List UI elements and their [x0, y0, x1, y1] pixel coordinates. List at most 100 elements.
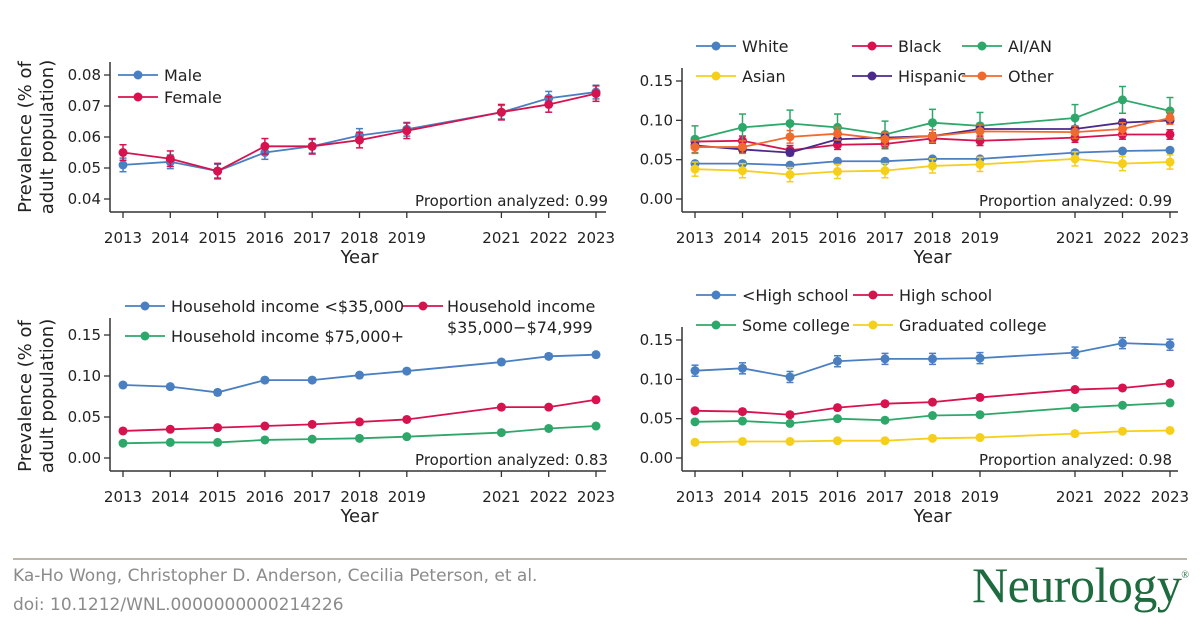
data-point: [1165, 145, 1175, 155]
proportion-analyzed-note: Proportion analyzed: 0.98: [979, 451, 1172, 469]
series-line: [122, 353, 597, 394]
chart-panel-4: 0.00 0.05 0.10 0.15 2013 2014 2015 2016 2017 2018…: [640, 286, 1190, 527]
legend-label: High school: [899, 286, 992, 305]
legend-label: Household income <$35,000: [171, 297, 404, 316]
data-point: [785, 410, 795, 420]
legend-marker: [977, 71, 987, 81]
data-point: [1118, 400, 1127, 410]
series-household-income-35-000-74-999: [118, 395, 601, 436]
x-tick-label: 2018: [340, 229, 378, 247]
data-point: [260, 375, 270, 385]
series-line: [694, 342, 1171, 378]
legend-label: Other: [1008, 67, 1054, 86]
data-point: [690, 417, 700, 427]
data-point: [355, 433, 364, 443]
data-point: [1165, 340, 1175, 350]
data-point: [928, 118, 937, 128]
series-line: [695, 117, 1171, 148]
legend-label: White: [742, 37, 789, 56]
data-point: [1070, 154, 1080, 164]
data-point: [118, 426, 128, 436]
series-line: [695, 149, 1171, 167]
data-point: [833, 129, 842, 139]
legend-marker: [711, 320, 721, 330]
data-point: [785, 170, 795, 180]
data-point: [165, 154, 175, 164]
legend-label: AI/AN: [1008, 37, 1052, 56]
legend-item: White: [696, 37, 789, 56]
data-point: [496, 402, 506, 412]
neurology-logo: Neurology®: [972, 556, 1189, 614]
data-point: [165, 424, 175, 434]
data-point: [1070, 403, 1080, 413]
data-point: [1118, 383, 1127, 393]
data-point: [165, 437, 175, 447]
x-tick-label: 2016: [818, 488, 856, 506]
series-line: [122, 398, 597, 432]
data-point: [880, 399, 890, 409]
data-point: [1165, 378, 1175, 388]
data-point: [496, 107, 506, 117]
legend-item: AI/AN: [962, 37, 1052, 56]
legend-label: Some college: [742, 316, 850, 335]
data-point: [544, 351, 554, 361]
data-point: [1118, 159, 1127, 169]
data-point: [928, 161, 937, 171]
y-tick-label: 0.06: [68, 128, 101, 146]
data-point: [118, 438, 128, 448]
series-line: [694, 382, 1171, 416]
data-point: [880, 415, 890, 425]
x-tick-label: 2021: [482, 229, 520, 247]
chart-panel-3: 0.00 0.05 0.10 0.15 2013 2014 2015 2016 2017 2018…: [15, 297, 615, 527]
legend-marker: [711, 41, 721, 51]
data-point: [975, 159, 985, 169]
legend-label: Black: [898, 37, 942, 56]
data-point: [928, 411, 937, 421]
legend-label: Household income $75,000+: [171, 327, 404, 346]
legend-item: Hispanic: [852, 67, 966, 86]
x-tick-label: 2018: [913, 229, 951, 247]
x-tick-label: 2023: [1151, 488, 1189, 506]
x-tick-label: 2021: [1056, 229, 1094, 247]
data-point: [1118, 124, 1127, 134]
data-point: [1070, 429, 1080, 439]
series-other: [690, 110, 1175, 155]
data-point: [690, 164, 700, 174]
y-tick-label: 0.15: [640, 72, 673, 90]
x-tick-label: 2013: [676, 229, 714, 247]
data-point: [928, 131, 937, 141]
x-tick-label: 2017: [866, 488, 904, 506]
data-point: [738, 363, 747, 373]
data-point: [1118, 95, 1127, 105]
legend-marker: [711, 290, 721, 300]
y-tick-label: 0.15: [640, 331, 673, 349]
x-tick-label: 2022: [530, 229, 568, 247]
series-line: [694, 98, 1171, 141]
y-tick-label: 0.15: [68, 326, 101, 344]
legend-label: <High school: [742, 286, 849, 305]
series-asian: [690, 151, 1175, 183]
proportion-analyzed-note: Proportion analyzed: 0.99: [979, 192, 1172, 210]
series-some-college: [690, 398, 1175, 428]
legend-item: Female: [118, 88, 222, 107]
series-female: [118, 85, 601, 180]
legend-item: High school: [853, 286, 992, 305]
data-point: [118, 148, 128, 157]
y-tick-label: 0.05: [640, 410, 673, 428]
y-tick-label: 0.05: [640, 151, 673, 169]
legend-item: Male: [118, 66, 202, 85]
x-tick-label: 2014: [151, 229, 189, 247]
legend-item: Household income $75,000+: [125, 327, 404, 346]
data-point: [738, 436, 747, 446]
legend-item: Some college: [696, 316, 850, 335]
x-axis-title: Year: [912, 247, 952, 268]
y-axis-title: adult population): [37, 60, 58, 214]
x-tick-label: 2018: [340, 488, 378, 506]
data-point: [690, 142, 700, 152]
data-point: [1070, 348, 1080, 358]
data-point: [307, 434, 317, 444]
legend-marker: [140, 301, 150, 311]
registered-mark: ®: [1181, 570, 1189, 581]
x-tick-label: 2015: [771, 488, 809, 506]
legend-label: Female: [164, 88, 222, 107]
